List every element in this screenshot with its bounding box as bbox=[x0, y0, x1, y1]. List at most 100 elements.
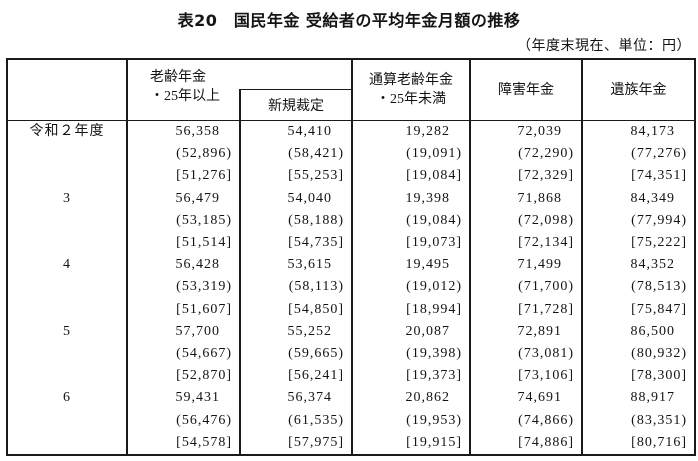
value-paren: (72,290) bbox=[518, 146, 574, 162]
cell-old-age: 57,700 (54,667) [52,870] bbox=[126, 320, 239, 388]
table-header: 老齢年金 ・25年以上 新規裁定 通算老齢年金 ・25年未満 障害年金 遺族年金 bbox=[8, 60, 694, 121]
year-label: 4 bbox=[63, 257, 71, 273]
value-current: 57,700 bbox=[175, 323, 220, 339]
value-current: 19,398 bbox=[405, 190, 450, 206]
cell-survivor: 86,500 (80,932) [78,300] bbox=[581, 320, 694, 388]
value-bracket: [51,607] bbox=[176, 301, 232, 317]
value-paren: (71,700) bbox=[518, 279, 574, 295]
value-bracket: [54,850] bbox=[288, 301, 344, 317]
value-paren: (54,667) bbox=[176, 345, 232, 361]
header-combined-old-age: 通算老齢年金 ・25年未満 bbox=[351, 60, 469, 120]
year-label: 3 bbox=[63, 190, 71, 206]
value-paren: (83,351) bbox=[631, 412, 687, 428]
cell-old-age: 59,431 (56,476) [54,578] bbox=[126, 387, 239, 454]
cell-survivor: 84,352 (78,513) [75,847] bbox=[581, 254, 694, 321]
value-bracket: [80,716] bbox=[631, 434, 687, 450]
value-bracket: [19,073] bbox=[406, 234, 462, 250]
value-bracket: [55,253] bbox=[288, 168, 344, 184]
year-label: 6 bbox=[63, 390, 71, 406]
cell-new-ruling: 54,410 (58,421) [55,253] bbox=[239, 121, 351, 188]
value-current: 19,282 bbox=[405, 124, 450, 139]
value-paren: (61,535) bbox=[288, 412, 344, 428]
value-bracket: [75,222] bbox=[631, 234, 687, 250]
value-bracket: [72,134] bbox=[518, 234, 574, 250]
value-bracket: [73,106] bbox=[518, 368, 574, 384]
value-bracket: [78,300] bbox=[631, 368, 687, 384]
cell-old-age: 56,358 (52,896) [51,276] bbox=[126, 121, 239, 188]
value-paren: (19,084) bbox=[406, 212, 462, 228]
value-current: 72,039 bbox=[517, 124, 562, 139]
value-paren: (77,994) bbox=[631, 212, 687, 228]
year-label: 5 bbox=[63, 323, 71, 339]
value-bracket: [51,514] bbox=[176, 234, 232, 250]
value-bracket: [18,994] bbox=[406, 301, 462, 317]
header-disability: 障害年金 bbox=[469, 60, 581, 120]
value-current: 84,352 bbox=[630, 257, 675, 273]
value-current: 20,087 bbox=[405, 323, 450, 339]
value-paren: (58,421) bbox=[288, 146, 344, 162]
cell-new-ruling: 53,615 (58,113) [54,850] bbox=[239, 254, 351, 321]
value-bracket: [54,578] bbox=[176, 434, 232, 450]
cell-old-age: 56,479 (53,185) [51,514] bbox=[126, 187, 239, 255]
cell-combined-old-age: 20,087 (19,398) [19,373] bbox=[351, 320, 469, 388]
value-bracket: [57,975] bbox=[288, 434, 344, 450]
value-current: 54,410 bbox=[287, 124, 332, 139]
value-paren: (73,081) bbox=[518, 345, 574, 361]
combined-label-line1: 通算老齢年金 bbox=[369, 73, 453, 88]
value-bracket: [54,735] bbox=[288, 234, 344, 250]
header-survivor: 遺族年金 bbox=[581, 60, 694, 120]
value-paren: (19,398) bbox=[406, 345, 462, 361]
cell-disability: 71,868 (72,098) [72,134] bbox=[469, 187, 581, 255]
value-current: 71,499 bbox=[517, 257, 562, 273]
header-old-age: 老齢年金 ・25年以上 新規裁定 bbox=[126, 60, 351, 120]
combined-label-line2: ・25年未満 bbox=[376, 92, 446, 107]
value-current: 72,891 bbox=[517, 323, 562, 339]
old-age-label-line1: 老齢年金 bbox=[150, 70, 206, 85]
pension-table: 老齢年金 ・25年以上 新規裁定 通算老齢年金 ・25年未満 障害年金 遺族年金… bbox=[6, 58, 696, 456]
value-bracket: [19,373] bbox=[406, 368, 462, 384]
old-age-label: 老齢年金 ・25年以上 bbox=[128, 60, 351, 106]
value-current: 54,040 bbox=[287, 190, 332, 206]
value-current: 56,358 bbox=[175, 124, 220, 139]
value-current: 84,173 bbox=[630, 124, 675, 139]
value-current: 19,495 bbox=[405, 257, 450, 273]
value-current: 59,431 bbox=[175, 390, 220, 406]
value-bracket: [74,886] bbox=[518, 434, 574, 450]
value-current: 56,428 bbox=[175, 257, 220, 273]
value-bracket: [19,084] bbox=[406, 168, 462, 184]
value-current: 84,349 bbox=[630, 190, 675, 206]
value-current: 53,615 bbox=[287, 257, 332, 273]
value-bracket: [52,870] bbox=[176, 368, 232, 384]
value-bracket: [51,276] bbox=[176, 168, 232, 184]
old-age-label-line2: ・25年以上 bbox=[150, 89, 220, 104]
cell-disability: 71,499 (71,700) [71,728] bbox=[469, 254, 581, 321]
value-bracket: [72,329] bbox=[518, 168, 574, 184]
value-paren: (80,932) bbox=[631, 345, 687, 361]
value-current: 86,500 bbox=[630, 323, 675, 339]
value-bracket: [56,241] bbox=[288, 368, 344, 384]
cell-disability: 72,891 (73,081) [73,106] bbox=[469, 320, 581, 388]
cell-disability: 72,039 (72,290) [72,329] bbox=[469, 121, 581, 188]
value-bracket: [75,847] bbox=[631, 301, 687, 317]
cell-combined-old-age: 19,398 (19,084) [19,073] bbox=[351, 187, 469, 255]
value-paren: (19,091) bbox=[406, 146, 462, 162]
header-year-blank bbox=[8, 60, 126, 120]
year-label: 令和２年度 bbox=[29, 124, 105, 139]
document-title: 表20 国民年金 受給者の平均年金月額の推移 bbox=[177, 11, 521, 30]
cell-new-ruling: 54,040 (58,188) [54,735] bbox=[239, 187, 351, 255]
cell-combined-old-age: 19,282 (19,091) [19,084] bbox=[351, 121, 469, 188]
value-paren: (52,896) bbox=[176, 146, 232, 162]
cell-new-ruling: 55,252 (59,665) [56,241] bbox=[239, 320, 351, 388]
cell-combined-old-age: 20,862 (19,953) [19,915] bbox=[351, 387, 469, 454]
unit-note: （年度末現在、単位：円） bbox=[517, 39, 691, 54]
value-paren: (56,476) bbox=[176, 412, 232, 428]
cell-survivor: 84,173 (77,276) [74,351] bbox=[581, 121, 694, 188]
cell-survivor: 88,917 (83,351) [80,716] bbox=[581, 387, 694, 454]
value-current: 71,868 bbox=[517, 190, 562, 206]
survivor-label: 遺族年金 bbox=[610, 82, 667, 98]
value-current: 20,862 bbox=[405, 390, 450, 406]
header-new-ruling: 新規裁定 bbox=[239, 89, 351, 120]
table-body: 令和２年度 56,358 (52,896) [51,276] 54,410 (58,4… bbox=[8, 121, 694, 454]
value-bracket: [19,915] bbox=[406, 434, 462, 450]
value-current: 88,917 bbox=[630, 390, 675, 406]
